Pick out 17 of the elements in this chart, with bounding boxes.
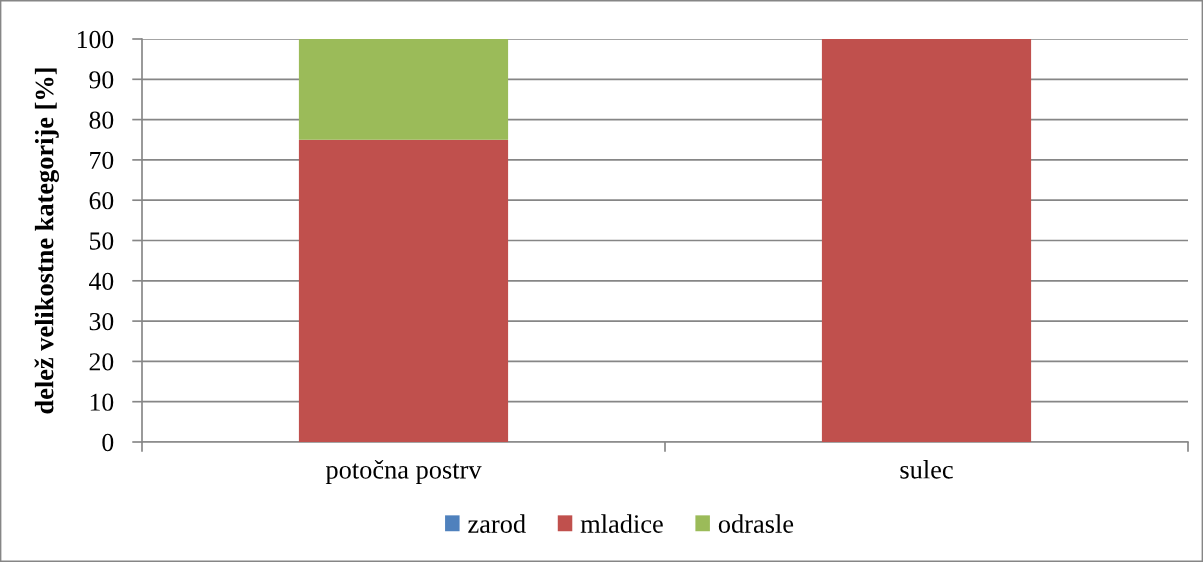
y-tick-label: 0: [102, 433, 114, 452]
y-tick-label: 70: [90, 151, 114, 170]
y-tick-label: 60: [89, 192, 114, 210]
y-tick-label: 20: [89, 353, 114, 371]
y-tick-label: 30: [89, 312, 114, 331]
legend-label: odrasle: [718, 514, 794, 533]
y-tick-label: 90: [89, 71, 114, 89]
y-tick-label: 100: [77, 30, 114, 49]
x-tick-label: sulec: [900, 460, 953, 479]
y-tick-label: 80: [89, 111, 114, 129]
x-tick-label: potočna postrv: [325, 460, 482, 485]
y-tick-label: 50: [90, 232, 114, 250]
y-tick-label: 40: [89, 272, 114, 290]
legend-label: zarod: [468, 514, 526, 533]
y-axis-title: delež velikostne kategorije [%]: [34, 68, 60, 414]
legend-label: mladice: [580, 514, 663, 533]
y-tick-label: 10: [90, 393, 114, 411]
